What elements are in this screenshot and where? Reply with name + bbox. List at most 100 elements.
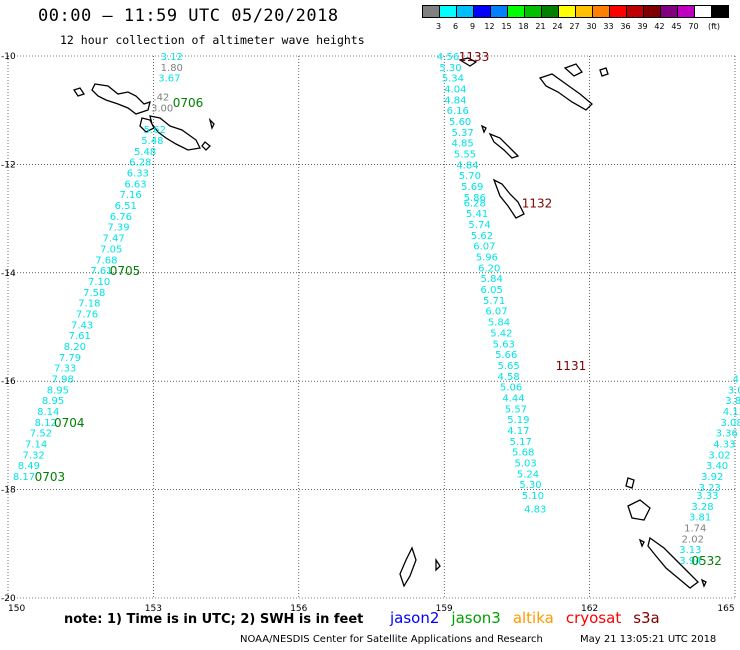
- wave-height-label: 4.12: [723, 407, 740, 418]
- wave-height-label: 5.10: [522, 491, 544, 502]
- wave-height-label: 4.84: [456, 160, 478, 171]
- legend-swatch: [592, 5, 610, 18]
- credit-text: NOAA/NESDIS Center for Satellite Applica…: [240, 634, 543, 645]
- legend-swatch: [643, 5, 661, 18]
- coastline-png: [91, 83, 151, 115]
- wave-height-label: 3.28: [691, 502, 713, 513]
- wave-height-label: 5.66: [495, 350, 517, 361]
- wave-height-label: 5.37: [451, 128, 473, 139]
- legend-swatch: [473, 5, 491, 18]
- wave-height-label: 6.07: [485, 307, 507, 318]
- wave-height-label: 8.17: [13, 472, 35, 483]
- wave-height-label: .42: [153, 93, 169, 104]
- wave-height-label: 5.03: [514, 459, 536, 470]
- wave-height-label: 1.80: [161, 63, 183, 74]
- altimeter-tracks: 3.121.803.67.423.005.625.485.486.286.336…: [13, 52, 740, 567]
- wave-height-label: 5.63: [493, 339, 515, 350]
- wave-height-label: 5.30: [439, 63, 461, 74]
- wave-height-label: 5.68: [512, 448, 534, 459]
- pass-time-label: 0704: [54, 416, 85, 430]
- wave-height-label: 6.28: [129, 158, 151, 169]
- lon-tick-label: 162: [581, 604, 598, 614]
- legend-label: 6: [452, 22, 459, 31]
- wave-height-label: 7.79: [59, 353, 81, 364]
- wave-height-label: 3.00: [151, 103, 173, 114]
- lat-tick-label: -12: [1, 160, 16, 170]
- wave-height-label: 3.0: [728, 385, 740, 396]
- wave-height-label: 7.61: [90, 266, 112, 277]
- wave-height-label: 3.36: [716, 429, 738, 440]
- wave-height-label: 3.92: [701, 472, 723, 483]
- satellite-s3a: s3a: [633, 609, 660, 627]
- legend-swatch: [422, 5, 440, 18]
- wave-height-label: 7.10: [88, 277, 110, 288]
- wave-height-label: 5.24: [517, 469, 539, 480]
- wave-height-label: 3.12: [161, 52, 183, 63]
- wave-height-label: 5.17: [510, 437, 532, 448]
- wave-height-label: 6.51: [115, 201, 137, 212]
- wave-height-label: 7.47: [103, 234, 125, 245]
- wave-height-label: 7.98: [52, 374, 74, 385]
- legend-swatch: [439, 5, 457, 18]
- wave-height-label: 7.16: [119, 190, 141, 201]
- wave-height-label: 7.32: [23, 450, 45, 461]
- coastline-islet-b: [638, 538, 707, 588]
- wave-height-label: 3.8: [725, 396, 740, 407]
- wave-height-label: 5.30: [519, 480, 541, 491]
- wave-height-label: 5.19: [507, 415, 529, 426]
- legend-label: 9: [469, 22, 476, 31]
- coastline-solomons-south: [492, 178, 525, 219]
- legend-swatch: [660, 5, 678, 18]
- legend-label: 45: [671, 22, 682, 31]
- coastline-solomons-main: [458, 57, 609, 111]
- legend-label: 30: [586, 22, 597, 31]
- wave-height-label: 3.02: [708, 450, 730, 461]
- wave-height-label: 3.08: [720, 418, 740, 429]
- wave-height-label: 5.41: [466, 209, 488, 220]
- wave-height-label: 6.28: [464, 198, 486, 209]
- legend-swatch: [626, 5, 644, 18]
- wave-height-label: 2.02: [682, 534, 704, 545]
- wave-height-label: 4.33: [713, 440, 735, 451]
- wave-height-label: 5.06: [500, 383, 522, 394]
- wave-height-label: 7.18: [78, 299, 100, 310]
- wave-height-label: 5.42: [490, 328, 512, 339]
- legend-swatch: [694, 5, 712, 18]
- wave-height-label: 3.23: [699, 483, 721, 494]
- wave-height-label: 5.74: [468, 220, 490, 231]
- legend-swatch: [575, 5, 593, 18]
- wave-height-label: 4.58: [498, 372, 520, 383]
- pass-time-label: 1131: [556, 359, 587, 373]
- page-title: 00:00 – 11:59 UTC 05/20/2018: [38, 6, 339, 26]
- legend-swatch: [541, 5, 559, 18]
- legend-label: 24: [552, 22, 563, 31]
- wave-height-label: 7.58: [83, 288, 105, 299]
- coastline-coral-islets: [399, 546, 441, 588]
- wave-height-label: 6.07: [473, 242, 495, 253]
- wave-height-label: 5.65: [498, 361, 520, 372]
- lat-tick-label: -14: [1, 269, 16, 279]
- lon-tick-label: 165: [717, 604, 734, 614]
- satellite-altika: altika: [512, 609, 554, 627]
- wave-height-label: 5.57: [505, 404, 527, 415]
- pass-time-label: 0706: [173, 96, 204, 110]
- coastlines: [72, 57, 707, 589]
- wave-height-label: 5.96: [476, 253, 498, 264]
- legend-swatch: [456, 5, 474, 18]
- legend-swatches: [422, 5, 729, 18]
- axis-tick-labels: 150 153 156 159 162 165 -10 -12 -14 -16 -18 -20: [1, 52, 735, 614]
- generated-time: May 21 13:05:21 UTC 2018: [580, 634, 717, 645]
- wave-height-label: 7.33: [54, 364, 76, 375]
- wave-height-label: 4.85: [451, 139, 473, 150]
- wave-height-label: 3.33: [696, 491, 718, 502]
- wave-height-label: 4.84: [444, 95, 466, 106]
- wave-height-label: 4.04: [444, 85, 466, 96]
- legend-label: 39: [637, 22, 648, 31]
- legend-swatch: [558, 5, 576, 18]
- pass-time-label: 0705: [110, 264, 141, 278]
- lat-tick-label: -20: [1, 594, 16, 604]
- wave-height-label: 5.70: [459, 171, 481, 182]
- legend-label: 15: [501, 22, 512, 31]
- coastline-png-east: [201, 117, 215, 151]
- wave-height-label: 3.94: [679, 556, 701, 567]
